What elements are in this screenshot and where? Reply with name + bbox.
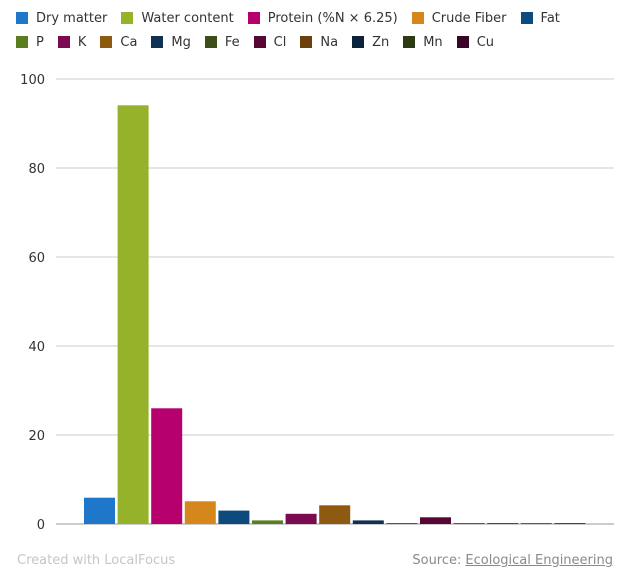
bar-p[interactable] [252,520,283,524]
legend-label: Zn [372,34,390,50]
legend-item[interactable]: Ca [100,35,137,50]
bar-fat[interactable] [218,510,250,524]
legend-label: Mn [423,34,443,50]
bars [84,105,586,525]
bar-cl[interactable] [420,517,451,524]
legend-item[interactable]: Cu [456,34,495,50]
bar-k[interactable] [285,513,317,524]
legend-swatch [151,36,164,48]
bar-mg[interactable] [352,520,384,524]
legend-label: Ca [120,34,138,50]
bar-zn[interactable] [487,523,519,524]
y-tick-label: 60 [28,251,45,266]
legend-label: Mg [171,34,191,50]
bar-water-content[interactable] [117,105,149,525]
legend-item[interactable]: Crude Fiber [411,10,507,26]
bar-cu[interactable] [554,523,586,524]
legend-item[interactable]: Water content [121,10,234,26]
legend-swatch [57,36,70,48]
legend-swatch [100,36,113,48]
legend-item[interactable]: Fe [204,34,240,50]
legend-swatch [204,36,217,48]
legend-label: Cl [273,34,287,50]
legend-item[interactable]: Mn [403,34,443,50]
legend-swatch [247,12,260,24]
legend-swatch [411,12,424,24]
legend-label: Crude Fiber [431,10,507,26]
source-line: Source: Ecological Engineering [412,553,613,568]
bar-crude-fiber[interactable] [184,501,216,524]
legend-item[interactable]: Protein (%N × 6.25) [247,10,398,26]
legend-item[interactable]: Cl [253,34,287,50]
legend-swatch [121,12,134,24]
legend-label: Fat [540,10,560,26]
credit-text: Created with LocalFocus [17,553,176,568]
legend-item[interactable]: P [16,35,44,50]
legend-item[interactable]: Na [300,35,338,50]
legend-label: Fe [224,34,240,50]
legend-swatch [352,36,365,48]
legend-swatch [520,12,533,24]
legend-row: Dry matter Water content Protein (%N × 6.2… [16,6,628,30]
legend-label: K [77,34,87,50]
bar-protein-n-6-25[interactable] [151,408,183,524]
legend-label: Na [320,34,339,50]
y-tick-label: 0 [37,518,45,533]
legend-swatch [16,36,28,48]
bar-dry-matter[interactable] [84,497,115,524]
source-label: Source: [412,553,462,568]
legend-label: P [36,34,44,50]
y-tick-label: 40 [28,340,45,355]
legend-swatch [456,36,469,48]
legend-label: Water content [141,10,234,26]
legend-row: P K Ca Mg Fe Cl Na Zn Mn Cu [16,30,628,54]
source-link[interactable]: Ecological Engineering [465,553,613,568]
y-tick-label: 20 [28,429,45,444]
bar-fe[interactable] [386,523,418,524]
legend-swatch [253,36,266,48]
legend-swatch [300,36,313,48]
bar-na[interactable] [453,523,485,524]
legend-swatch [16,12,28,24]
legend-label: Cu [476,34,495,50]
bar-ca[interactable] [319,505,351,524]
bar-mn[interactable] [520,523,552,524]
legend-item[interactable]: Mg [151,34,191,50]
legend-item[interactable]: Zn [352,35,389,50]
legend-label: Protein (%N × 6.25) [267,10,398,26]
legend-item[interactable]: Fat [520,10,560,26]
legend-swatch [403,36,416,48]
legend-item[interactable]: K [57,34,87,50]
legend-item[interactable]: Dry matter [16,11,107,26]
y-tick-label: 100 [20,73,45,88]
legend-label: Dry matter [36,10,108,26]
y-axis-tick-labels: 0 20 40 60 80 100 [20,73,45,533]
legend: Dry matter Water content Protein (%N × 6.2… [16,6,628,54]
y-tick-label: 80 [28,162,45,177]
